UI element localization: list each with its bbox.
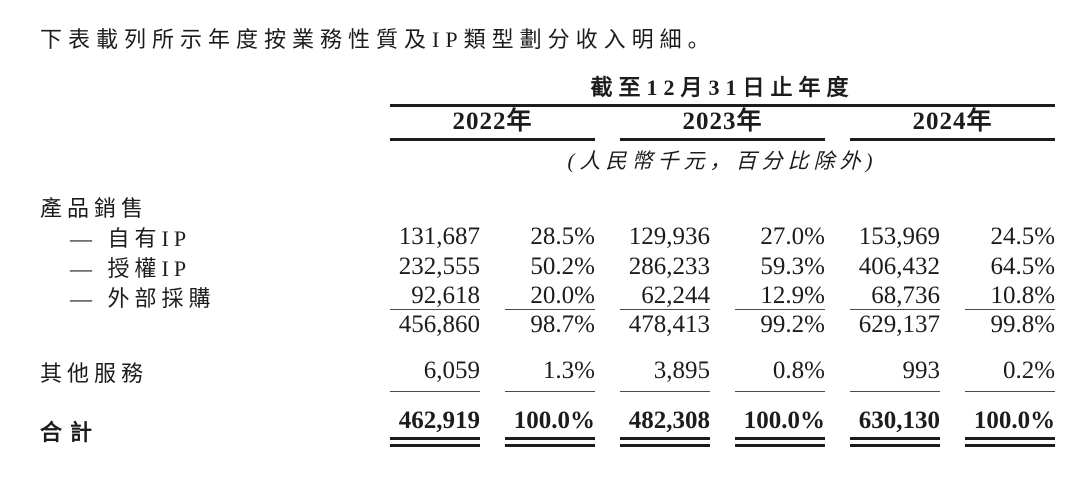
table-cell: 993 <box>850 342 940 392</box>
period-header-row: 截至12月31日止年度 <box>40 70 1056 107</box>
table-cell: 98.7% <box>530 310 595 338</box>
table-cell: 24.5% <box>990 222 1056 250</box>
table-cell: 462,919 <box>390 392 480 447</box>
table-cell: 630,130 <box>850 392 940 447</box>
table-cell: 10.8% <box>965 280 1056 310</box>
table-cell: 59.3% <box>760 252 825 280</box>
year-column-2022: 2022年 <box>390 107 595 141</box>
row-label: — 授權IP <box>70 255 192 281</box>
empty-cell <box>850 176 940 220</box>
empty-cell <box>40 70 365 107</box>
table-cell: 286,233 <box>628 252 710 280</box>
empty-cell <box>965 176 1055 220</box>
year-header-row: 2022年 2023年 2024年 <box>40 107 1056 141</box>
table-cell: 232,555 <box>398 252 480 280</box>
row-label: 產品銷售 <box>40 195 149 221</box>
table-row-own-ip: — 自有IP 131,687 28.5% 129,936 27.0% 153,9… <box>40 220 1055 250</box>
row-label <box>40 310 365 342</box>
revenue-breakdown-table: 截至12月31日止年度 2022年 2023年 2024年 (人民幣千元，百分比… <box>15 70 1080 447</box>
period-header: 截至12月31日止年度 <box>390 70 1056 107</box>
empty-cell <box>505 176 595 220</box>
table-cell: 62,244 <box>620 280 710 310</box>
row-label: — 外部採購 <box>70 285 216 311</box>
unit-note-row: (人民幣千元，百分比除外) <box>40 141 1055 176</box>
table-row-total: 合計 462,919 100.0% 482,308 100.0% 630,130… <box>40 392 1056 447</box>
unit-note: (人民幣千元，百分比除外) <box>567 148 878 173</box>
year-column-2024: 2024年 <box>850 107 1056 141</box>
table-row-product-sales-subtotal: 456,860 98.7% 478,413 99.2% 629,137 99.8… <box>40 310 1055 342</box>
table-cell: 456,860 <box>398 310 480 338</box>
table-cell: 64.5% <box>990 252 1056 280</box>
table-cell: 68,736 <box>850 280 940 310</box>
table-cell: 99.8% <box>990 310 1056 338</box>
table-cell: 100.0% <box>505 392 595 447</box>
empty-cell <box>40 107 365 141</box>
table-row-licensed-ip: — 授權IP 232,555 50.2% 286,233 59.3% 406,4… <box>40 250 1055 280</box>
table-cell: 20.0% <box>505 280 595 310</box>
table-cell: 0.2% <box>965 342 1056 392</box>
table-cell: 28.5% <box>530 222 595 250</box>
table-cell: 1.3% <box>505 342 595 392</box>
empty-cell <box>620 176 710 220</box>
table-cell: 129,936 <box>628 222 710 250</box>
table-row-other-services: 其他服務 6,059 1.3% 3,895 0.8% 993 0.2% <box>40 342 1056 392</box>
table-cell: 100.0% <box>735 392 825 447</box>
row-label: — 自有IP <box>70 225 192 251</box>
table-cell: 27.0% <box>760 222 825 250</box>
table-row-product-sales: 產品銷售 <box>40 176 1055 220</box>
table-cell: 482,308 <box>620 392 710 447</box>
table-cell: 12.9% <box>735 280 825 310</box>
table-cell: 153,969 <box>858 222 940 250</box>
table-cell: 406,432 <box>858 252 940 280</box>
table-cell: 3,895 <box>620 342 710 392</box>
table-cell: 92,618 <box>390 280 480 310</box>
empty-cell <box>735 176 825 220</box>
empty-cell <box>40 141 365 176</box>
table-cell: 478,413 <box>628 310 710 338</box>
table-row-external-procurement: — 外部採購 92,618 20.0% 62,244 12.9% 68,736 … <box>40 280 1056 311</box>
table-cell: 50.2% <box>530 252 595 280</box>
table-cell: 629,137 <box>858 310 940 338</box>
year-column-2023: 2023年 <box>620 107 825 141</box>
row-label: 合計 <box>40 419 101 445</box>
table-cell: 6,059 <box>390 342 480 392</box>
table-cell: 131,687 <box>398 222 480 250</box>
empty-cell <box>390 176 480 220</box>
row-label: 其他服務 <box>40 360 149 386</box>
table-cell: 100.0% <box>965 392 1056 447</box>
intro-text: 下表載列所示年度按業務性質及IP類型劃分收入明細。 <box>40 27 716 52</box>
table-cell: 99.2% <box>760 310 825 338</box>
table-cell: 0.8% <box>735 342 825 392</box>
